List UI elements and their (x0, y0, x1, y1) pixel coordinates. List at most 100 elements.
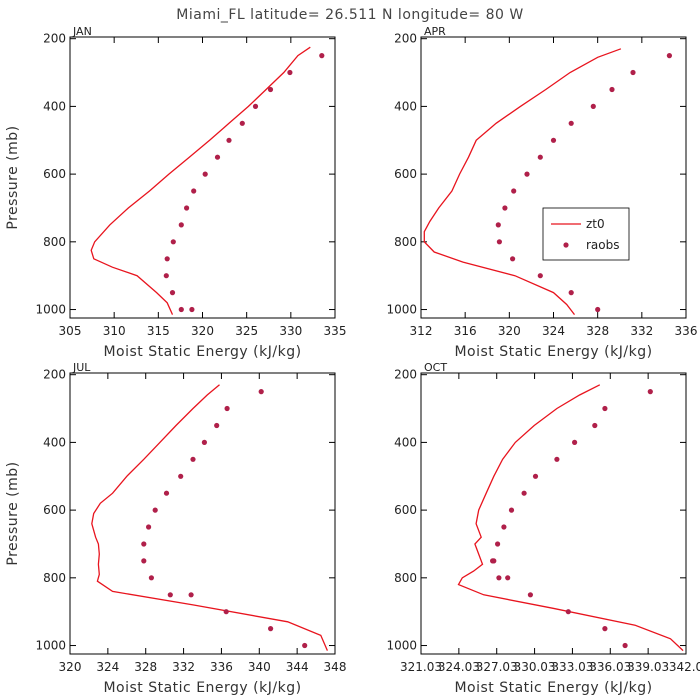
series-line-zt0 (91, 384, 328, 651)
data-point-raobs (630, 69, 636, 76)
data-point-raobs (319, 53, 325, 59)
x-tick-label: 324 (96, 660, 119, 674)
y-tick-label: 1000 (386, 303, 417, 317)
plot-frame (420, 36, 687, 319)
data-point-raobs (524, 171, 530, 177)
data-point-raobs (170, 239, 176, 245)
data-point-raobs (302, 642, 308, 649)
data-point-raobs (239, 120, 245, 126)
data-point-raobs (201, 439, 207, 445)
series-line-zt0 (423, 48, 622, 315)
data-point-raobs (565, 609, 571, 615)
panel-jan: JAN 305 310 315 320 325 330 335 200 400 600 800 1000… (5, 25, 346, 360)
figure-title: Miami_FL latitude= 26.511 N longitude= 8… (176, 7, 523, 23)
x-tick-label: 327.03 (476, 660, 518, 674)
series-line-zt0 (457, 384, 684, 652)
data-point-raobs (666, 53, 673, 59)
x-tick-label: 336.03 (589, 660, 631, 674)
plot-frame (69, 372, 336, 655)
x-tick-label: 340 (248, 660, 271, 674)
data-point-raobs (496, 239, 502, 245)
data-point-raobs (190, 456, 196, 462)
data-point-raobs (178, 222, 184, 228)
data-point-raobs (164, 256, 170, 262)
plot-frame (420, 372, 687, 655)
data-point-raobs (184, 205, 190, 211)
y-tick-label: 800 (394, 571, 417, 585)
data-point-raobs (537, 154, 543, 160)
data-point-raobs (191, 188, 197, 194)
data-point-raobs (495, 541, 501, 547)
x-tick-label: 321.03 (400, 660, 442, 674)
data-point-raobs (223, 609, 229, 615)
x-tick-label: 328 (586, 324, 609, 338)
x-tick-label: 320 (191, 324, 214, 338)
x-tick-label: 336 (210, 660, 233, 674)
y-tick-label: 1000 (35, 639, 66, 653)
data-point-raobs (268, 626, 274, 632)
legend: zt0 raobs (542, 207, 630, 261)
data-point-raobs (602, 626, 608, 632)
data-point-raobs (287, 69, 293, 76)
x-tick-label: 332 (630, 324, 653, 338)
x-tick-label: 335 (324, 324, 347, 338)
data-point-raobs (568, 290, 574, 296)
legend-box (542, 207, 630, 261)
x-tick-label: 330 (279, 324, 302, 338)
y-tick-label: 600 (394, 167, 417, 181)
y-tick-label: 600 (43, 503, 66, 517)
y-tick-label: 400 (394, 435, 417, 449)
x-tick-label: 310 (103, 324, 126, 338)
plot-frame (69, 36, 336, 319)
data-point-raobs (527, 592, 534, 598)
data-point-raobs (505, 575, 511, 581)
panel-title: APR (424, 25, 446, 38)
data-point-raobs (537, 273, 543, 279)
data-point-raobs (189, 306, 195, 313)
data-point-raobs (508, 507, 515, 513)
x-tick-label: 332 (172, 660, 195, 674)
x-tick-label: 320 (59, 660, 82, 674)
y-tick-label: 1000 (35, 303, 66, 317)
x-tick-label: 333.03 (551, 660, 593, 674)
panel-jul: JUL 320 324 328 332 336 340 344 348 200 400 600 800 1… (5, 361, 346, 696)
data-point-raobs (511, 188, 517, 194)
x-tick-label: 330.03 (514, 660, 556, 674)
data-point-raobs (214, 154, 221, 160)
data-point-raobs (163, 490, 170, 496)
data-point-raobs (590, 103, 596, 109)
panel-title: OCT (424, 361, 447, 374)
data-point-raobs (609, 86, 615, 93)
data-point-raobs (224, 405, 230, 412)
x-tick-label: 339.03 (627, 660, 669, 674)
data-point-raobs (502, 205, 508, 211)
x-tick-label: 336 (675, 324, 698, 338)
legend-point-swatch (563, 242, 569, 248)
data-point-raobs (496, 575, 502, 581)
data-point-raobs (490, 558, 496, 564)
data-point-raobs (178, 306, 184, 313)
y-tick-label: 800 (43, 235, 66, 249)
y-tick-label: 200 (394, 32, 417, 46)
data-point-raobs (178, 473, 184, 479)
data-point-raobs (188, 592, 194, 598)
x-tick-label: 305 (59, 324, 82, 338)
x-axis-label: Moist Static Energy (kJ/kg) (454, 344, 652, 360)
data-point-raobs (501, 524, 507, 530)
y-tick-label: 400 (394, 99, 417, 113)
y-tick-label: 1000 (386, 639, 417, 653)
panel-oct: OCT 321.03324.03327.03330.03333.03336.033… (386, 361, 700, 696)
data-point-raobs (202, 171, 208, 177)
legend-label-model: zt0 (586, 217, 605, 231)
x-axis-label: Moist Static Energy (kJ/kg) (103, 680, 301, 696)
y-tick-label: 400 (43, 99, 66, 113)
y-tick-label: 200 (43, 368, 66, 382)
data-point-raobs (169, 290, 176, 296)
data-point-raobs (521, 490, 527, 496)
data-point-raobs (550, 137, 557, 143)
y-axis-label: Pressure (mb) (5, 461, 21, 565)
data-point-raobs (167, 592, 173, 598)
x-tick-label: 324.03 (438, 660, 480, 674)
x-tick-label: 328 (134, 660, 157, 674)
